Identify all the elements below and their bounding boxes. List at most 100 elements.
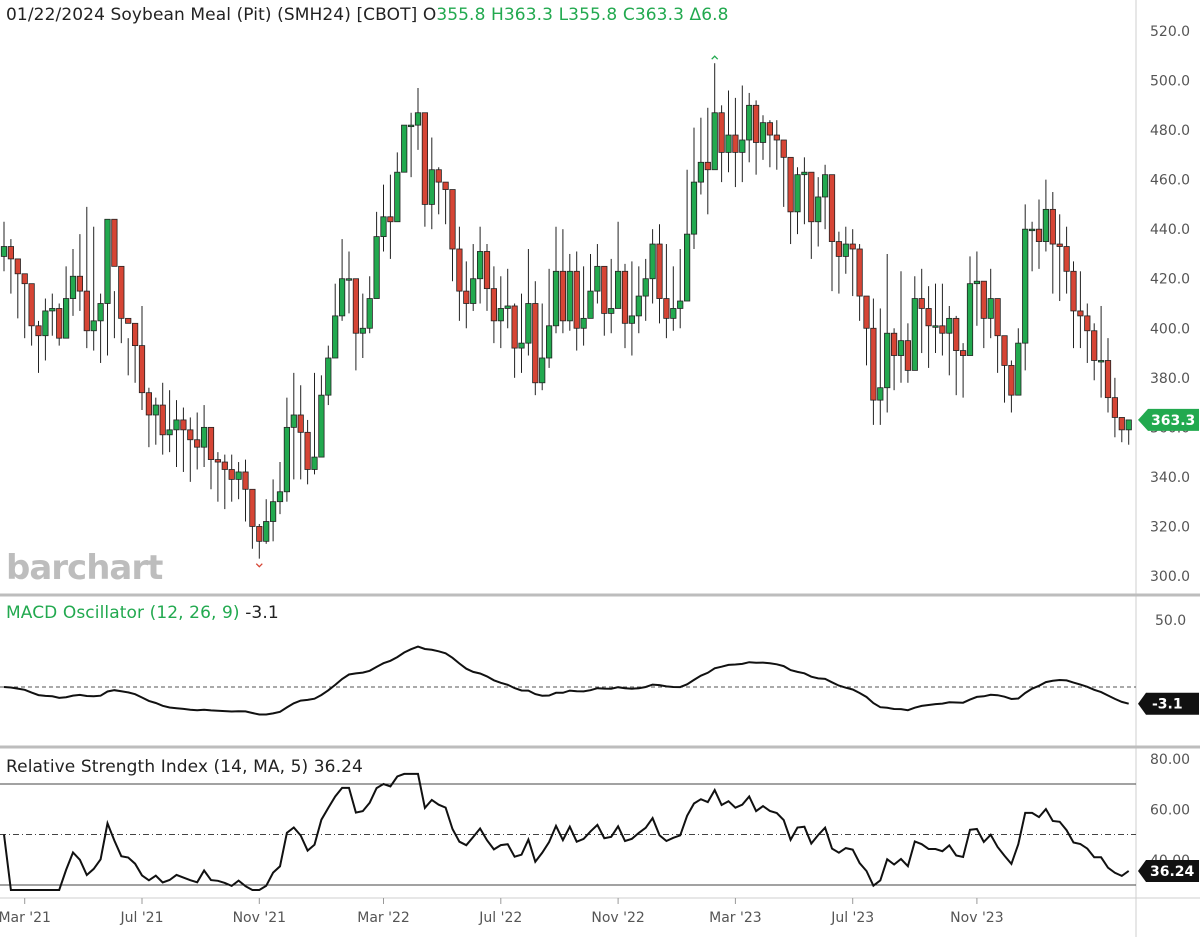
candle	[297, 385, 304, 480]
candle	[946, 305, 953, 376]
candle-body	[235, 471, 242, 480]
candle	[131, 322, 139, 383]
candle-body	[1125, 419, 1132, 431]
candle-body	[856, 248, 863, 297]
candle	[994, 298, 1001, 373]
rsi-params: (14, MA, 5)	[213, 757, 309, 777]
candle-body	[884, 332, 891, 389]
candle	[118, 265, 125, 344]
candle-body	[414, 112, 422, 126]
candle-body	[69, 275, 77, 299]
candle-body	[497, 308, 504, 322]
candle	[801, 157, 808, 225]
candle	[980, 280, 987, 349]
candle-body	[787, 156, 794, 213]
candle	[214, 452, 221, 502]
chart-header: 01/22/2024 Soybean Meal (Pit) (SMH24) [C…	[6, 5, 729, 25]
candle-body	[863, 295, 870, 329]
candle-body	[470, 278, 477, 304]
candle	[76, 234, 83, 311]
header-change-value: 6.8	[701, 5, 729, 25]
candle	[690, 127, 698, 249]
candle-body	[870, 327, 877, 401]
candle	[263, 499, 270, 544]
candle	[1042, 179, 1049, 252]
candle	[442, 181, 449, 225]
candle-body	[263, 521, 270, 542]
candle	[83, 206, 90, 349]
macd-params: (12, 26, 9)	[149, 603, 240, 623]
low-marker-icon	[255, 563, 263, 568]
candle	[490, 266, 498, 344]
rsi-value-label: 36.24	[1150, 864, 1195, 880]
price-tick-label: 340.0	[1150, 470, 1190, 486]
candle	[773, 120, 780, 170]
candle	[1015, 328, 1022, 396]
candle-body	[297, 414, 304, 433]
macd-value-tag	[1138, 692, 1199, 715]
candle	[104, 218, 111, 356]
candle	[7, 239, 14, 294]
candle	[456, 226, 463, 321]
candle-body	[1035, 228, 1043, 242]
candle	[166, 390, 173, 453]
candle	[635, 266, 642, 334]
candle	[759, 115, 767, 160]
candle	[601, 265, 608, 336]
candle	[1111, 377, 1118, 438]
candle-body	[373, 236, 380, 299]
candle	[90, 226, 97, 351]
candle	[739, 85, 746, 183]
candle-body	[635, 295, 642, 317]
candle-body	[1015, 342, 1022, 396]
price-tick-label: 420.0	[1150, 272, 1190, 288]
candle-body	[759, 122, 767, 143]
candle	[794, 167, 801, 235]
candle-body	[125, 317, 132, 324]
candle-body	[663, 298, 670, 319]
candle-body	[76, 275, 83, 292]
time-tick-label: Mar '23	[709, 910, 762, 926]
candle	[42, 298, 49, 361]
candle	[338, 239, 346, 321]
macd-header: MACD Oscillator (12, 26, 9) -3.1	[6, 603, 279, 623]
candle	[580, 266, 587, 346]
candle-body	[180, 419, 187, 431]
time-tick-label: Nov '21	[233, 910, 286, 926]
candle-body	[311, 456, 318, 470]
candle	[1118, 417, 1125, 443]
candle	[49, 293, 56, 336]
candle-body	[407, 124, 415, 128]
candle-body	[573, 270, 580, 329]
header-close-label: C	[622, 5, 635, 25]
candle-body	[207, 426, 215, 460]
candle-body	[97, 303, 104, 322]
macd-tick-label: 50.0	[1155, 613, 1186, 629]
candle	[684, 169, 691, 302]
candle-body	[746, 104, 753, 141]
candle-body	[359, 327, 366, 334]
candle-body	[539, 357, 546, 384]
candle	[28, 283, 35, 346]
candle-body	[421, 112, 429, 205]
candle-body	[1084, 315, 1091, 332]
candle-body	[21, 273, 28, 285]
candle-body	[318, 394, 325, 458]
candle	[276, 462, 284, 515]
candle-body	[159, 404, 166, 436]
price-tick-label: 380.0	[1150, 371, 1190, 387]
candle-body	[63, 298, 70, 339]
candle	[449, 189, 456, 282]
candle-body	[387, 216, 394, 223]
candle-body	[490, 288, 498, 322]
price-tick-label: 320.0	[1150, 519, 1190, 535]
candle	[835, 231, 843, 294]
candle	[21, 273, 28, 339]
candle-body	[1070, 270, 1077, 312]
candle	[573, 251, 580, 351]
candle-body	[338, 278, 346, 317]
candle	[497, 276, 504, 349]
candle-body	[559, 270, 567, 322]
candle-body	[118, 265, 125, 319]
